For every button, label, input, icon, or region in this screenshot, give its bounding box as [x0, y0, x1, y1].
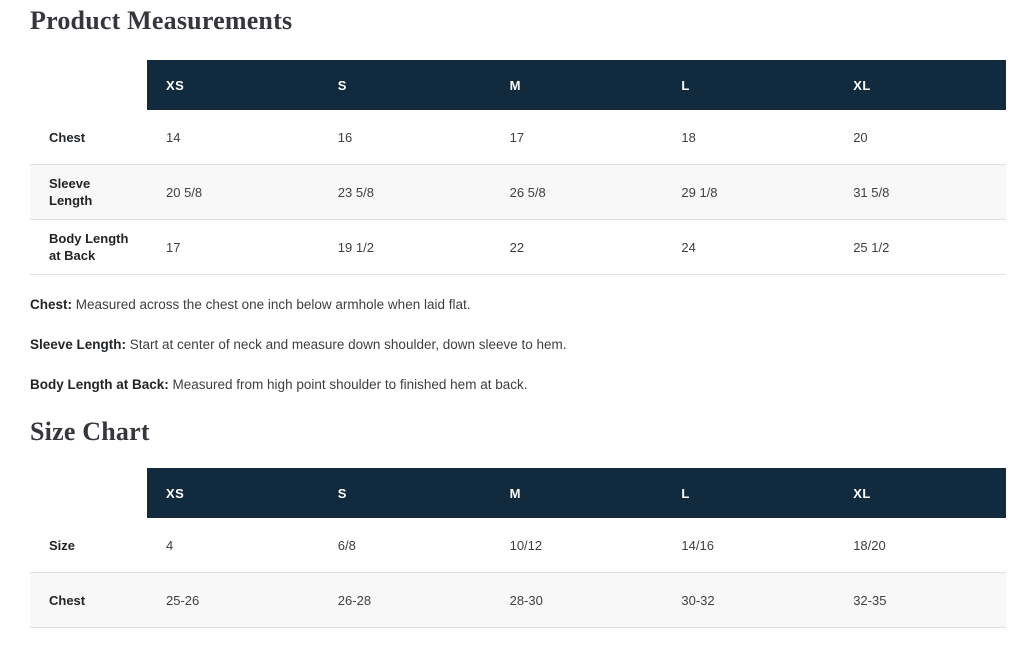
measurements-header-row: XS S M L XL	[30, 60, 1006, 110]
column-header-xl: XL	[834, 468, 1006, 518]
row-label-sleeve-length: Sleeve Length	[30, 175, 147, 209]
row-label-line: Chest	[49, 129, 86, 145]
description-term: Sleeve Length:	[30, 337, 127, 352]
size-guide-page: Product Measurements XS S M L XL Chest 1…	[30, 0, 1006, 628]
description-term: Body Length at Back:	[30, 377, 169, 392]
header-spacer-cell	[30, 60, 147, 110]
description-term: Chest:	[30, 297, 73, 312]
cell-chest-xl: 20	[853, 129, 868, 145]
column-header-xl: XL	[834, 60, 1006, 110]
cell-size-l: 14/16	[681, 537, 714, 553]
measurement-descriptions: Chest: Measured across the chest one inc…	[30, 296, 1006, 393]
cell-chestrange-l: 30-32	[681, 592, 715, 608]
column-header-m: M	[490, 60, 663, 110]
row-label-line: Body Length	[49, 231, 129, 246]
description-text: Measured from high point shoulder to fin…	[168, 377, 528, 392]
row-label-line: Sleeve	[49, 176, 91, 191]
row-label-line: Length	[49, 193, 93, 208]
description-text: Measured across the chest one inch below…	[72, 297, 471, 312]
cell-size-xl: 18/20	[853, 537, 886, 553]
cell-body-m: 22	[509, 239, 525, 255]
size-chart-header-row: XS S M L XL	[30, 468, 1006, 518]
column-header-xs: XS	[147, 60, 319, 110]
table-row-sleeve-length: Sleeve Length 20 5/8 23 5/8 26 5/8 29 1/…	[30, 165, 1006, 220]
row-label-line: Size	[49, 537, 76, 553]
product-measurements-table: XS S M L XL Chest 14 16 17 18 20 Sleeve …	[30, 60, 1006, 275]
cell-sleeve-xl: 31 5/8	[853, 184, 890, 200]
cell-body-s: 19 1/2	[337, 239, 374, 255]
table-row-chest-range: Chest 25-26 26-28 28-30 30-32 32-35	[30, 573, 1006, 628]
product-measurements-title: Product Measurements	[30, 6, 293, 35]
cell-chest-m: 17	[509, 129, 525, 145]
cell-sleeve-s: 23 5/8	[337, 184, 374, 200]
cell-chestrange-s: 26-28	[337, 592, 372, 608]
table-row-size: Size 4 6/8 10/12 14/16 18/20	[30, 518, 1006, 573]
row-label-size: Size	[30, 537, 147, 554]
row-label-body-length: Body Length at Back	[30, 230, 147, 264]
column-header-l: L	[662, 60, 835, 110]
column-header-s: S	[318, 468, 491, 518]
column-header-xs: XS	[147, 468, 319, 518]
cell-chestrange-xl: 32-35	[853, 592, 887, 608]
row-label-line: Chest	[49, 592, 86, 608]
description-text: Start at center of neck and measure down…	[126, 337, 567, 352]
table-row-chest: Chest 14 16 17 18 20	[30, 110, 1006, 165]
row-label-line: at Back	[49, 248, 96, 263]
cell-sleeve-l: 29 1/8	[681, 184, 718, 200]
cell-body-xl: 25 1/2	[853, 239, 890, 255]
cell-chestrange-xs: 25-26	[166, 592, 200, 608]
description-sleeve-length: Sleeve Length: Start at center of neck a…	[30, 336, 1006, 353]
cell-body-xs: 17	[166, 239, 181, 255]
cell-sleeve-xs: 20 5/8	[166, 184, 203, 200]
row-label-chest: Chest	[30, 592, 147, 609]
size-chart-title: Size Chart	[30, 417, 150, 446]
cell-size-xs: 4	[166, 537, 174, 553]
cell-size-m: 10/12	[509, 537, 543, 553]
cell-body-l: 24	[681, 239, 696, 255]
cell-chestrange-m: 28-30	[509, 592, 543, 608]
description-chest: Chest: Measured across the chest one inc…	[30, 296, 1006, 313]
column-header-s: S	[318, 60, 491, 110]
description-body-length: Body Length at Back: Measured from high …	[30, 376, 1006, 393]
cell-sleeve-m: 26 5/8	[509, 184, 546, 200]
cell-chest-s: 16	[337, 129, 353, 145]
cell-size-s: 6/8	[337, 537, 356, 553]
row-label-chest: Chest	[30, 129, 147, 146]
column-header-m: M	[490, 468, 663, 518]
column-header-l: L	[662, 468, 835, 518]
size-chart-table: XS S M L XL Size 4 6/8 10/12 14/16 18/20…	[30, 468, 1006, 628]
header-spacer-cell	[30, 468, 147, 518]
table-row-body-length: Body Length at Back 17 19 1/2 22 24 25 1…	[30, 220, 1006, 275]
cell-chest-xs: 14	[166, 129, 181, 145]
cell-chest-l: 18	[681, 129, 696, 145]
